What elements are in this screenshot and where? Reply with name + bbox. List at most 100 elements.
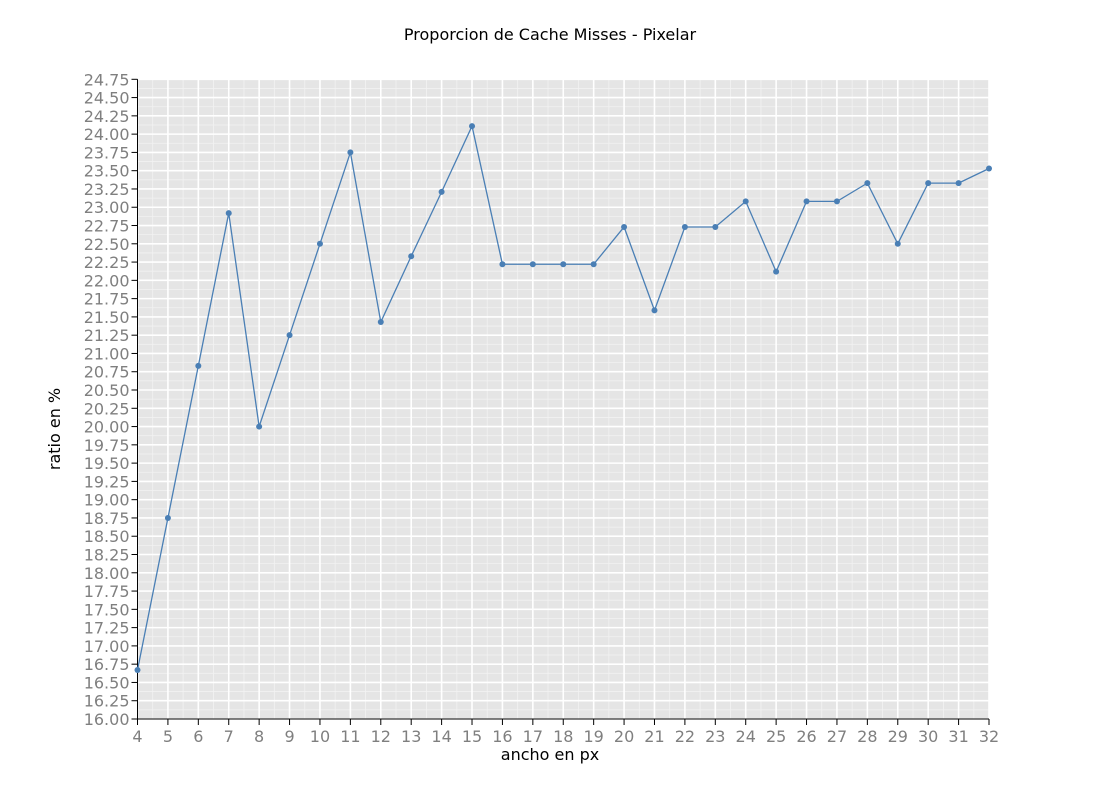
y-tick-label: 19.75: [84, 436, 130, 455]
x-tick-label: 31: [948, 727, 968, 746]
y-tick-label: 24.75: [84, 70, 130, 89]
x-tick-label: 27: [827, 727, 847, 746]
x-axis: 4 5 6 7 8 9 10 11 12 13 14 15 16 17 18 19 20 21 22 23 24 25 26…: [132, 718, 999, 746]
y-tick-label: 16.25: [84, 692, 130, 711]
data-point: [712, 223, 719, 230]
data-point: [590, 261, 597, 268]
y-tick-label: 22.25: [84, 253, 130, 272]
data-point: [803, 198, 810, 205]
data-point: [864, 180, 871, 187]
x-tick-label: 25: [766, 727, 786, 746]
y-tick-label: 17.25: [84, 619, 130, 638]
data-point: [986, 165, 992, 172]
x-tick-label: 29: [888, 727, 908, 746]
y-tick-label: 22.00: [84, 271, 130, 290]
y-tick-label: 22.50: [84, 235, 130, 254]
data-point: [164, 514, 171, 521]
x-tick-label: 11: [340, 727, 360, 746]
y-tick-label: 23.00: [84, 198, 130, 217]
x-tick-label: 7: [224, 727, 234, 746]
data-point: [408, 253, 415, 260]
data-point: [621, 223, 628, 230]
x-tick-label: 30: [918, 727, 938, 746]
major-grid: [136, 78, 990, 720]
x-tick-label: 5: [163, 727, 173, 746]
y-tick-label: 17.00: [84, 637, 130, 656]
y-tick-label: 18.50: [84, 527, 130, 546]
x-tick-label: 21: [644, 727, 664, 746]
y-tick-label: 16.00: [84, 710, 130, 729]
y-tick-label: 20.75: [84, 363, 130, 382]
data-point: [469, 123, 476, 130]
x-tick-label: 12: [371, 727, 391, 746]
y-tick-label: 23.50: [84, 162, 130, 181]
x-tick-label: 9: [284, 727, 294, 746]
x-tick-label: 20: [614, 727, 634, 746]
x-tick-label: 10: [310, 727, 330, 746]
y-axis: 16.0016.2516.5016.7517.0017.2517.5017.75…: [84, 70, 138, 729]
x-tick-label: 13: [401, 727, 421, 746]
data-point: [256, 423, 263, 430]
y-tick-label: 18.25: [84, 546, 130, 565]
y-tick-label: 18.75: [84, 509, 130, 528]
y-tick-label: 21.00: [84, 344, 130, 363]
y-tick-label: 19.25: [84, 472, 130, 491]
y-tick-label: 16.75: [84, 655, 130, 674]
y-axis-title: ratio en %: [45, 388, 64, 470]
x-tick-label: 23: [705, 727, 725, 746]
data-point: [195, 362, 202, 369]
data-point: [225, 210, 232, 217]
data-point: [773, 268, 780, 275]
y-tick-label: 21.50: [84, 308, 130, 327]
data-point: [894, 240, 901, 247]
x-tick-label: 17: [523, 727, 543, 746]
x-tick-label: 24: [736, 727, 756, 746]
x-tick-label: 28: [857, 727, 877, 746]
y-tick-label: 19.50: [84, 454, 130, 473]
data-point: [529, 261, 536, 268]
y-tick-label: 18.00: [84, 564, 130, 583]
x-tick-label: 32: [979, 727, 999, 746]
x-tick-label: 19: [583, 727, 603, 746]
x-tick-label: 16: [492, 727, 512, 746]
data-point: [316, 240, 323, 247]
y-tick-label: 21.75: [84, 290, 130, 309]
y-tick-label: 24.00: [84, 125, 130, 144]
chart-title: Proporcion de Cache Misses - Pixelar: [404, 25, 697, 44]
y-tick-label: 17.75: [84, 582, 130, 601]
x-tick-label: 15: [462, 727, 482, 746]
data-point: [651, 307, 658, 314]
data-point: [438, 188, 445, 195]
y-tick-label: 24.50: [84, 89, 130, 108]
x-tick-label: 14: [431, 727, 451, 746]
data-point: [377, 319, 384, 326]
data-point: [286, 332, 293, 339]
data-point: [499, 261, 506, 268]
data-point: [560, 261, 567, 268]
x-tick-label: 8: [254, 727, 264, 746]
x-tick-label: 4: [132, 727, 142, 746]
data-point: [742, 198, 749, 205]
y-tick-label: 22.75: [84, 217, 130, 236]
series-layer: [134, 123, 992, 674]
x-tick-label: 18: [553, 727, 573, 746]
y-tick-label: 16.50: [84, 673, 130, 692]
x-tick-label: 22: [675, 727, 695, 746]
x-tick-label: 26: [796, 727, 816, 746]
y-tick-label: 24.25: [84, 107, 130, 126]
y-tick-label: 21.25: [84, 326, 130, 345]
y-tick-label: 23.25: [84, 180, 130, 199]
y-tick-label: 23.75: [84, 143, 130, 162]
data-point: [833, 198, 840, 205]
y-tick-label: 20.25: [84, 399, 130, 418]
y-tick-label: 20.00: [84, 418, 130, 437]
y-tick-label: 17.50: [84, 600, 130, 619]
y-tick-label: 20.50: [84, 381, 130, 400]
x-axis-title: ancho en px: [501, 745, 599, 764]
data-point: [347, 149, 354, 156]
y-tick-label: 19.00: [84, 491, 130, 510]
data-point: [681, 223, 688, 230]
data-point: [955, 180, 962, 187]
x-tick-label: 6: [193, 727, 203, 746]
